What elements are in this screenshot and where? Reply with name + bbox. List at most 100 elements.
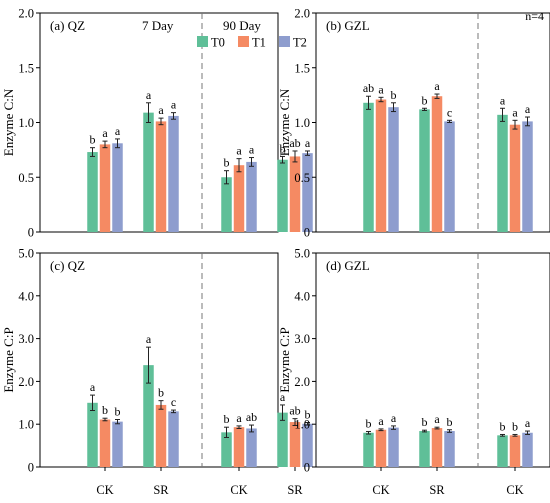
y-tick-label: 3.0 — [18, 332, 34, 346]
bar-t0 — [419, 431, 430, 467]
bar-t1 — [289, 422, 301, 467]
bar-t1 — [233, 165, 245, 232]
x-tick-label: SR — [153, 483, 169, 497]
x-tick-label: CK — [230, 483, 247, 497]
significance-letter: b — [391, 88, 397, 102]
panel-title: (a) QZ — [50, 18, 85, 33]
bar-t1 — [99, 419, 111, 467]
bar-t0 — [363, 102, 374, 232]
significance-letter: a — [146, 88, 152, 102]
x-tick-label: CK — [372, 483, 389, 497]
y-tick-label: 2.0 — [294, 7, 310, 21]
y-tick-label: 0 — [28, 461, 34, 475]
y-tick-label: 1.0 — [18, 116, 34, 130]
legend-swatch-t2 — [279, 36, 290, 47]
significance-letter: c — [447, 105, 452, 119]
y-tick-label: 2.0 — [18, 7, 34, 21]
bar-t2 — [444, 121, 455, 232]
bar-t2 — [246, 161, 257, 232]
y-tick-label: 1.0 — [294, 116, 310, 130]
x-tick-label: CK — [96, 483, 113, 497]
bar-t2 — [168, 411, 179, 467]
significance-letter: a — [512, 105, 518, 119]
y-tick-label: 5.0 — [294, 247, 310, 261]
bar-t0 — [497, 114, 508, 232]
significance-letter: a — [500, 93, 506, 107]
panel-title: (c) QZ — [50, 258, 85, 273]
bar-t2 — [522, 121, 533, 232]
bar-t0 — [143, 112, 154, 232]
legend: T0 T1 T2 — [197, 36, 307, 50]
bar-t1 — [155, 404, 167, 467]
significance-letter: b — [422, 93, 428, 107]
bar-t2 — [444, 431, 455, 467]
significance-letter: a — [158, 103, 164, 117]
bar-t0 — [497, 435, 508, 467]
significance-letter: a — [391, 411, 397, 425]
y-tick-label: 4.0 — [294, 289, 310, 303]
significance-letter: c — [171, 395, 176, 409]
significance-letter: a — [525, 102, 531, 116]
significance-letter: a — [434, 412, 440, 426]
bar-t1 — [431, 96, 443, 232]
panel-title: (d) GZL — [326, 258, 370, 273]
y-tick-label: 2.0 — [18, 375, 34, 389]
bar-t1 — [509, 435, 521, 467]
x-tick-label: CK — [506, 483, 523, 497]
panel-1: 0 0.5 1.0 1.5 2.0 Enzyme C:N (a) QZ 7 Day 90 Day… — [1, 7, 313, 240]
significance-letter: b — [224, 156, 230, 170]
y-axis-label: Enzyme C:P — [277, 327, 292, 392]
bar-t1 — [155, 121, 167, 232]
sample-size-note: n=4 — [525, 9, 544, 23]
significance-letter: b — [500, 419, 506, 433]
bar-t0 — [87, 402, 98, 467]
y-tick-label: 1.0 — [294, 418, 310, 432]
bar-t0 — [277, 412, 288, 467]
bar-t0 — [277, 159, 288, 232]
y-axis-label: Enzyme C:P — [1, 327, 16, 392]
y-axis-label: Enzyme C:N — [277, 88, 292, 156]
significance-letter: b — [422, 415, 428, 429]
y-tick-label: 0 — [304, 226, 310, 240]
significance-letter: b — [224, 412, 230, 426]
bar-t0 — [87, 152, 98, 232]
bar-t2 — [246, 428, 257, 467]
y-axis-label: Enzyme C:N — [1, 88, 16, 156]
significance-letter: a — [236, 144, 242, 158]
bar-t2 — [112, 143, 123, 232]
bar-t2 — [388, 427, 399, 467]
y-tick-label: 1.5 — [294, 61, 310, 75]
panel-title: (b) GZL — [326, 18, 370, 33]
significance-letter: a — [249, 143, 255, 157]
bar-t1 — [375, 429, 387, 467]
bar-t1 — [233, 427, 245, 467]
bar-t0 — [221, 432, 232, 467]
legend-label-t0: T0 — [211, 36, 225, 50]
bar-t1 — [289, 156, 301, 232]
bar-t2 — [302, 153, 313, 232]
significance-letter: a — [280, 390, 286, 404]
significance-letter: a — [102, 126, 108, 140]
significance-letter: b — [102, 403, 108, 417]
bar-t1 — [99, 144, 111, 232]
significance-letter: b — [447, 415, 453, 429]
significance-letter: b — [280, 141, 286, 155]
significance-letter: a — [434, 79, 440, 93]
significance-letter: a — [171, 98, 177, 112]
legend-swatch-t0 — [197, 36, 208, 47]
y-tick-label: 1.0 — [18, 418, 34, 432]
bar-t1 — [509, 124, 521, 232]
significance-letter: a — [90, 380, 96, 394]
period-label-7-day: 7 Day — [142, 18, 174, 33]
y-tick-label: 4.0 — [18, 289, 34, 303]
significance-letter: b — [90, 133, 96, 147]
bar-t2 — [522, 432, 533, 467]
bar-t0 — [363, 432, 374, 467]
bar-t0 — [221, 177, 232, 232]
x-tick-label: SR — [287, 483, 303, 497]
significance-letter: b — [305, 407, 311, 421]
y-tick-label: 2.0 — [294, 375, 310, 389]
